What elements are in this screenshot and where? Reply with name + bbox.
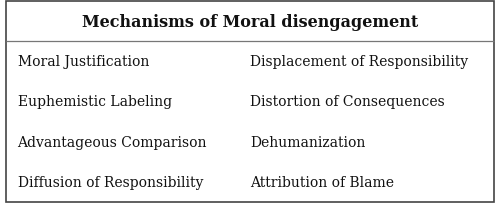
- Text: Diffusion of Responsibility: Diffusion of Responsibility: [18, 175, 203, 189]
- Text: Dehumanization: Dehumanization: [250, 135, 366, 149]
- Text: Displacement of Responsibility: Displacement of Responsibility: [250, 55, 468, 69]
- Text: Attribution of Blame: Attribution of Blame: [250, 175, 394, 189]
- Text: Moral Justification: Moral Justification: [18, 55, 149, 69]
- Text: Euphemistic Labeling: Euphemistic Labeling: [18, 95, 172, 109]
- Text: Advantageous Comparison: Advantageous Comparison: [18, 135, 207, 149]
- Text: Mechanisms of Moral disengagement: Mechanisms of Moral disengagement: [82, 14, 418, 31]
- Text: Distortion of Consequences: Distortion of Consequences: [250, 95, 445, 109]
